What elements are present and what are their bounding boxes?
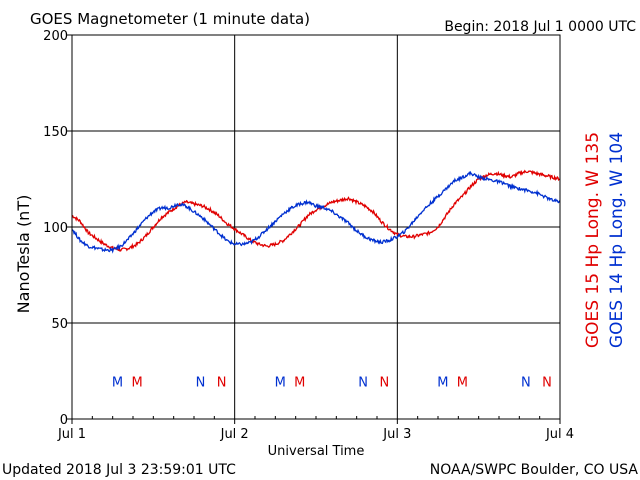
- chart-title: GOES Magnetometer (1 minute data): [30, 10, 310, 28]
- legend-goes14: GOES 14 Hp Long. W 104: [607, 132, 627, 348]
- updated-label: Updated 2018 Jul 3 23:59:01 UTC: [2, 462, 236, 478]
- begin-label: Begin: 2018 Jul 1 0000 UTC: [444, 19, 636, 35]
- credit-label: NOAA/SWPC Boulder, CO USA: [430, 462, 639, 478]
- y-axis-title: NanoTesla (nT): [14, 195, 33, 314]
- event-marker: M: [294, 375, 305, 390]
- event-marker: N: [542, 375, 552, 390]
- series-line-goes14: [71, 170, 561, 254]
- event-marker: N: [521, 375, 531, 390]
- x-tick-label: Jul 3: [382, 427, 411, 442]
- x-axis-title: Universal Time: [268, 444, 365, 459]
- x-tick-label: Jul 4: [545, 427, 574, 442]
- event-marker: N: [196, 375, 206, 390]
- grid-layer: [72, 35, 560, 419]
- series-line-goes15: [71, 169, 561, 252]
- legend-goes15: GOES 15 Hp Long. W 135: [583, 132, 603, 348]
- event-marker: N: [217, 375, 227, 390]
- x-tick-label: Jul 2: [220, 427, 249, 442]
- series-layer: [71, 169, 561, 254]
- x-tick-label: Jul 1: [57, 427, 86, 442]
- event-marker: M: [112, 375, 123, 390]
- tick-layer: 0 50 100 150 200 Jul 1 Jul 2 Jul 3 Jul 4: [43, 29, 574, 442]
- event-marker: N: [358, 375, 368, 390]
- plot-frame: [71, 34, 561, 420]
- y-tick-label: 50: [51, 317, 68, 332]
- event-marker: M: [437, 375, 448, 390]
- y-tick-label: 200: [43, 29, 68, 44]
- event-marker: M: [457, 375, 468, 390]
- y-tick-label: 100: [43, 221, 68, 236]
- event-marker: N: [379, 375, 389, 390]
- event-marker: M: [131, 375, 142, 390]
- y-tick-label: 150: [43, 125, 68, 140]
- y-tick-label: 0: [60, 413, 68, 428]
- event-marker: M: [275, 375, 286, 390]
